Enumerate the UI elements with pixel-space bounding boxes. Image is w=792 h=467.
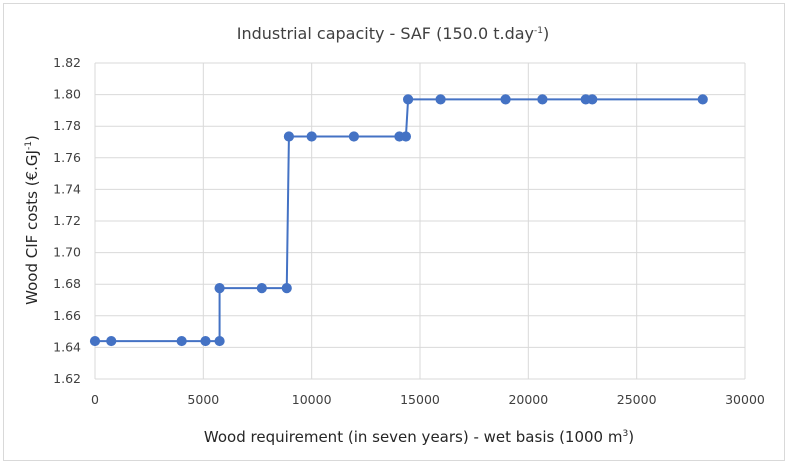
data-point [283,131,295,142]
y-tick-label: 1.76 [53,150,81,165]
y-tick-label: 1.82 [53,55,81,70]
data-point [500,94,511,105]
data-point [537,94,548,105]
gridlines [94,62,746,380]
data-point [200,335,211,347]
data-point [256,283,267,294]
data-point [400,131,412,142]
data-point [214,335,225,347]
chart-frame [3,3,785,461]
x-tick-label: 25000 [617,392,657,407]
data-point [402,94,414,105]
data-point [89,335,101,347]
x-tick-label: 20000 [508,392,548,407]
data-point [214,283,225,294]
data-point [176,335,187,347]
data-point [435,94,446,105]
data-point [306,131,317,142]
y-tick-label: 1.78 [53,118,81,133]
y-tick-label: 1.64 [53,339,81,354]
data-point [106,335,117,347]
x-tick-label: 5000 [187,392,219,407]
x-axis-ticks: 0 5000 10000 15000 20000 25000 30000 [91,392,765,407]
data-point [587,94,598,105]
y-tick-label: 1.66 [53,308,81,323]
x-tick-label: 30000 [725,392,765,407]
y-tick-label: 1.74 [53,181,81,196]
y-tick-label: 1.62 [53,371,81,386]
y-axis-title: Wood CIF costs (€.GJ-1) [23,135,41,305]
x-tick-label: 0 [91,392,99,407]
x-axis-title: Wood requirement (in seven years) - wet … [204,428,634,446]
x-tick-label: 10000 [292,392,332,407]
y-tick-label: 1.72 [53,213,81,228]
data-point [697,94,708,105]
x-tick-label: 15000 [400,392,440,407]
y-tick-label: 1.80 [53,87,81,102]
data-point [281,283,292,294]
series-group [89,94,708,347]
chart-title: Industrial capacity - SAF (150.0 t.day-1… [237,24,549,43]
y-tick-label: 1.70 [53,245,81,260]
y-tick-label: 1.68 [53,276,81,291]
y-axis-ticks: 1.62 1.64 1.66 1.68 1.70 1.72 1.74 1.76 1.78 1.80… [53,55,81,386]
data-point [348,131,360,142]
